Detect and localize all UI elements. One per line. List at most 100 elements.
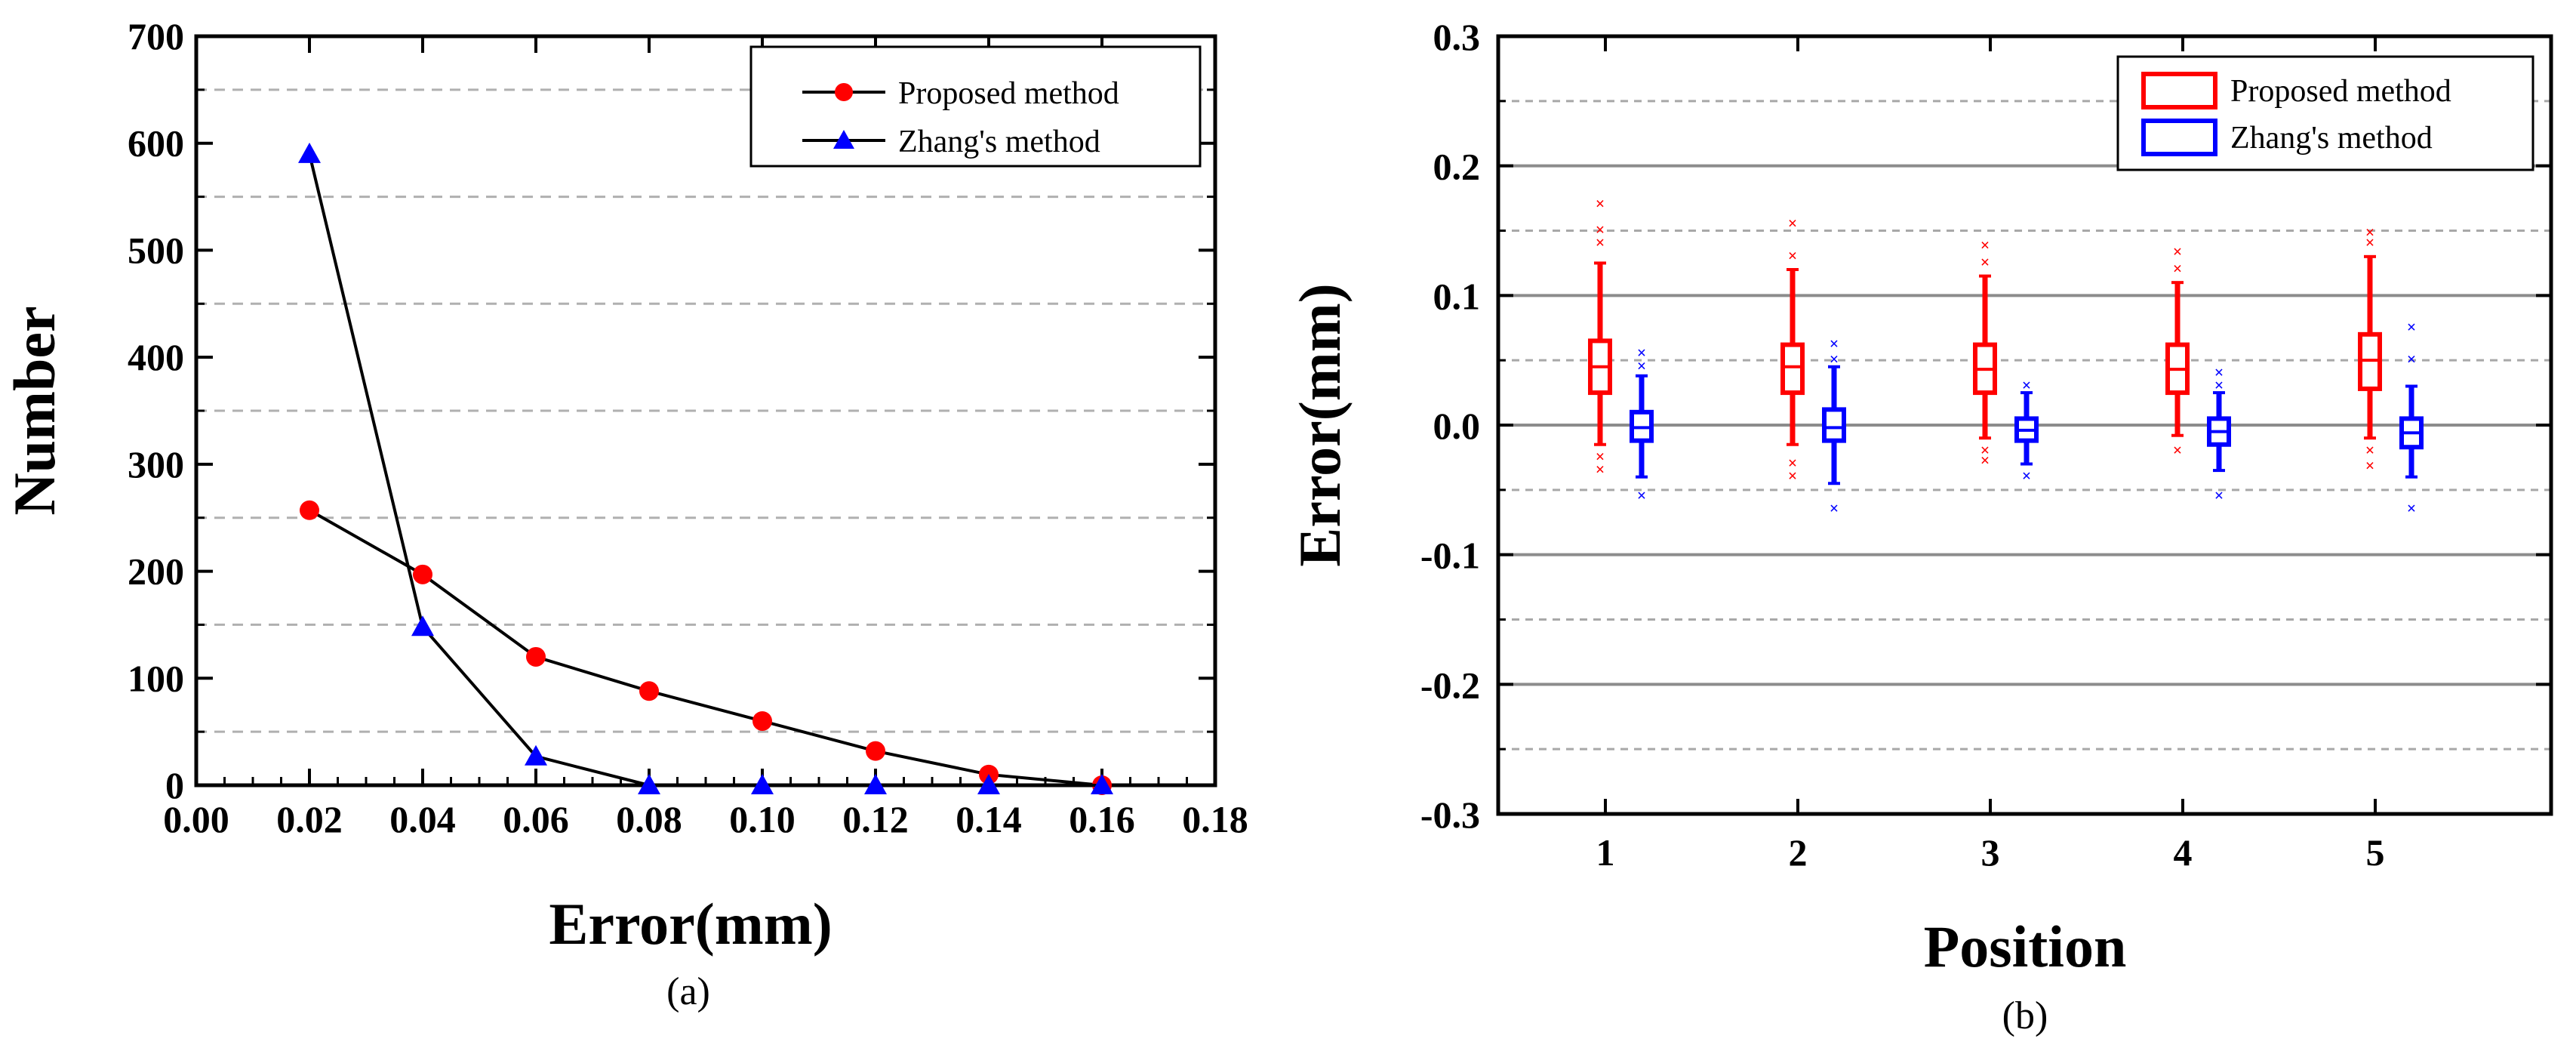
legend-marker (835, 83, 853, 101)
caption-b: (b) (2002, 994, 2048, 1037)
x-tick-label: 0.02 (276, 798, 343, 840)
series-line-0 (309, 509, 1103, 787)
box (1822, 407, 1846, 443)
y-tick-label: 500 (128, 229, 184, 271)
data-point (1091, 774, 1113, 794)
x-tick-label: 0.04 (389, 798, 456, 840)
legend-label: Proposed method (898, 76, 1119, 111)
outlier-marker: × (1980, 252, 1990, 271)
y-tick-label: 0.3 (1433, 16, 1481, 58)
chart-panel-a: 0.00 0.02 0.04 0.06 0.08 0.10 0.12 0.14 0.16 0.18… (2, 15, 1248, 1013)
chart-panel-b: -0.3 -0.2 -0.1 0.0 0.1 0.2 0.3 1 2 3 4 5 Position Err… (1287, 16, 2553, 1037)
legend-marker (833, 130, 854, 149)
legend-swatch (2141, 72, 2217, 109)
outlier-marker: × (1788, 246, 1798, 265)
data-point (411, 615, 434, 637)
outlier-marker: × (2407, 317, 2417, 336)
x-tick-label: 0.06 (503, 798, 569, 840)
outlier-marker: × (2173, 242, 2183, 261)
box-proposed-pos-3: ×××× (1973, 236, 1997, 470)
y-tick-label: 0.1 (1433, 275, 1481, 317)
box-zhang-pos-5: × × × (2399, 317, 2424, 518)
outlier-marker: × (2407, 499, 2417, 518)
outlier-marker: × (1980, 451, 1990, 470)
data-point (639, 681, 659, 701)
y-axis-title: Error(mm) (1287, 283, 1353, 566)
outlier-marker: × (2173, 259, 2183, 278)
x-tick-label: 2 (1789, 831, 1808, 874)
x-tick-label: 0.08 (616, 798, 682, 840)
outlier-marker: × (1830, 350, 1839, 368)
outlier-marker: × (2173, 440, 2183, 459)
legend-label: Proposed method (2230, 74, 2451, 109)
box-zhang-pos-4: ××× (2207, 362, 2231, 504)
y-tick-label: 200 (128, 550, 184, 593)
data-point (751, 774, 774, 794)
box-zhang-pos-3: ×× (2014, 376, 2039, 485)
data-point (638, 774, 660, 794)
y-tick-label: 100 (128, 657, 184, 699)
y-tick-label: 0 (165, 764, 184, 806)
box-proposed-pos-4: ××× (2165, 242, 2190, 459)
x-tick-label: 0.10 (729, 798, 796, 840)
outlier-marker: × (1637, 356, 1647, 375)
outlier-marker: × (2214, 376, 2224, 395)
outlier-marker: × (2214, 362, 2224, 381)
data-point (752, 710, 772, 731)
data-point (526, 646, 546, 667)
y-tick-label: 0.2 (1433, 146, 1481, 188)
outlier-marker: × (2022, 376, 2032, 395)
x-tick-label: 4 (2174, 831, 2193, 874)
outlier-marker: × (2365, 233, 2375, 252)
legend-box (749, 45, 1202, 168)
y-tick-label: 0.0 (1433, 405, 1481, 447)
y-axis-title: Number (2, 306, 67, 515)
legend-label: Zhang's method (898, 125, 1100, 159)
x-axis-title: Error(mm) (549, 891, 832, 957)
x-tick-label: 3 (1981, 831, 2000, 874)
x-axis-title: Position (1924, 914, 2127, 979)
data-point (864, 774, 887, 794)
x-tick-label: 1 (1596, 831, 1615, 874)
outlier-marker: × (2214, 485, 2224, 504)
outlier-marker: × (1637, 485, 1647, 504)
outlier-marker: × (2407, 350, 2417, 368)
box-proposed-pos-5: ×××× (2358, 223, 2382, 475)
y-tick-label: 400 (128, 336, 184, 378)
data-point (300, 500, 319, 520)
x-tick-label: 0.00 (163, 798, 229, 840)
data-point (525, 744, 547, 766)
box-proposed-pos-2: ×××× (1780, 214, 1805, 485)
series-line-1 (308, 153, 1102, 787)
outlier-marker: × (1596, 194, 1605, 213)
data-point (298, 142, 321, 163)
legend: Proposed method Zhang's method (2116, 55, 2534, 171)
outlier-marker: × (1788, 454, 1798, 473)
box (1780, 342, 1805, 396)
outlier-marker: × (1596, 447, 1605, 466)
data-point (977, 774, 1000, 794)
x-tick-label: 0.16 (1069, 798, 1135, 840)
data-point (413, 564, 432, 584)
x-tick-label: 0.14 (956, 798, 1022, 840)
outlier-marker: × (1637, 344, 1647, 362)
legend-swatch (2141, 119, 2217, 156)
caption-a: (a) (666, 970, 710, 1013)
box-proposed-pos-1: ××××× (1588, 194, 1612, 479)
outlier-marker: × (1980, 440, 1990, 459)
outlier-marker: × (1596, 220, 1605, 239)
outlier-marker: × (1596, 460, 1605, 479)
y-tick-label: 600 (128, 122, 184, 165)
outlier-marker: × (1830, 499, 1839, 518)
outlier-marker: × (2365, 440, 2375, 459)
outlier-marker: × (1980, 236, 1990, 254)
outlier-marker: × (2022, 467, 2032, 485)
outlier-marker: × (1788, 467, 1798, 485)
x-tick-label: 5 (2366, 831, 2385, 874)
legend-label: Zhang's method (2230, 121, 2433, 156)
y-tick-label: 700 (128, 15, 184, 57)
box-zhang-pos-2: ××× (1822, 334, 1846, 518)
legend: Proposed method Zhang's method (749, 45, 1202, 168)
y-tick-label: -0.3 (1420, 794, 1480, 836)
